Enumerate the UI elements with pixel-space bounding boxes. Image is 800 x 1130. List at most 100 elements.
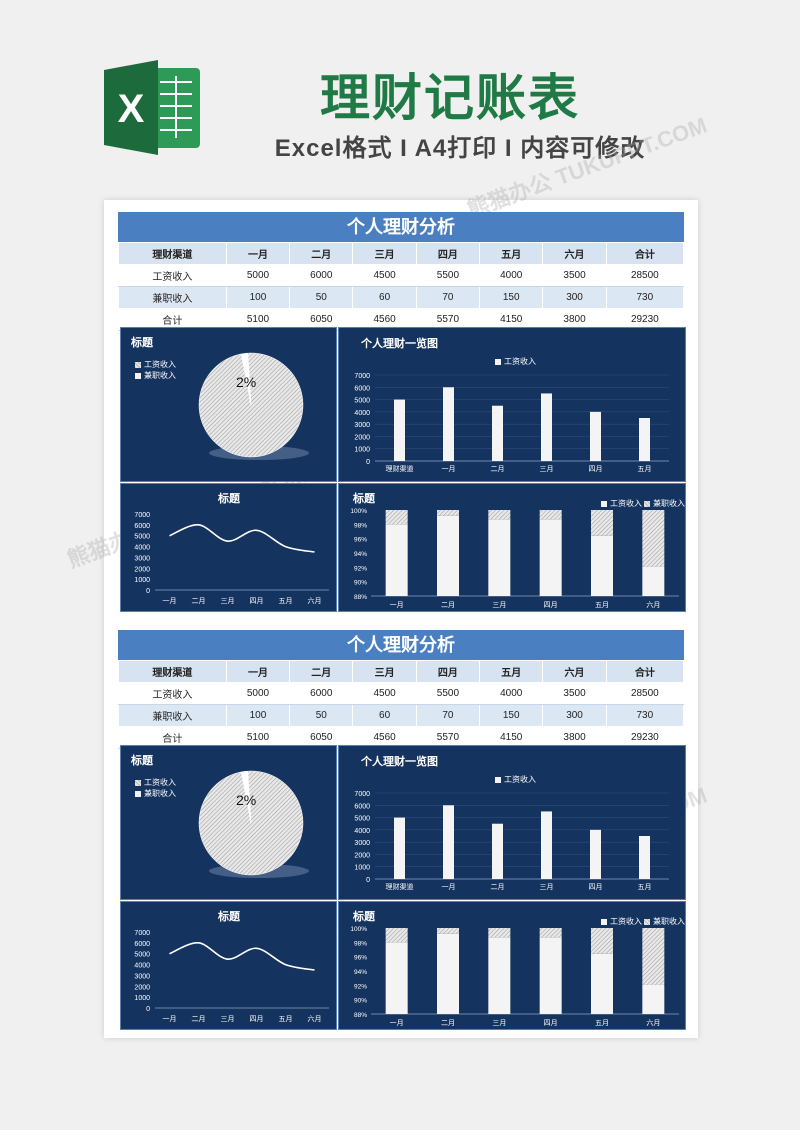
legend-label: 工资收入 <box>504 357 536 366</box>
page-subtitle: Excel格式 I A4打印 I 内容可修改 <box>274 135 646 162</box>
finance-table: 理财渠道 一月 二月 三月 四月 五月 六月 合计 工资收入 5000 6000… <box>118 660 685 749</box>
stacked-bar-segment <box>437 515 459 596</box>
bar <box>541 811 552 879</box>
pie-slice <box>240 352 252 406</box>
pie-chart-panel: 标题 工资收入 兼职收入 2% <box>120 745 337 900</box>
legend-label: 兼职收入 <box>653 499 685 508</box>
legend-swatch <box>495 776 501 783</box>
x-tick-label: 一月 <box>163 597 177 605</box>
stacked-bar-segment <box>539 937 562 1014</box>
stacked-chart-panel: 标题 工资收入 兼职收入 88% 90% 92% 94% 96% 98% 100% 一月 二月 三… <box>338 901 686 1030</box>
table-cell: 70 <box>415 286 481 309</box>
y-tick-label: 2000 <box>134 984 150 991</box>
table-row: 兼职收入 100 50 60 70 150 300 730 <box>118 704 685 727</box>
table-cell: 150 <box>479 704 544 727</box>
pie-data-label: 2% <box>236 792 257 808</box>
table-row: 合计 5100 6050 4560 5570 4150 3800 29230 <box>118 308 685 331</box>
x-tick-label: 三月 <box>492 601 506 609</box>
bar-chart-panel: 个人理财一览图 工资收入 0 1000 2000 3000 4000 5000 6000 70… <box>338 327 686 482</box>
legend-item: 兼职收入 <box>135 370 176 381</box>
series-line <box>169 524 315 553</box>
legend-swatch <box>644 500 650 507</box>
y-tick-label: 88% <box>354 594 367 601</box>
panel-title: 个人理财一览图 <box>361 756 438 768</box>
x-tick-label: 二月 <box>491 465 505 473</box>
bar-chart-panel: 个人理财一览图 工资收入 0 1000 2000 3000 4000 5000 6000 70… <box>338 745 686 900</box>
legend-item: 兼职收入 <box>644 498 685 509</box>
column-header: 三月 <box>352 660 417 683</box>
column-header: 六月 <box>542 660 607 683</box>
table-cell: 300 <box>542 286 607 309</box>
table-cell: 6000 <box>289 264 354 287</box>
panel-title: 个人理财一览图 <box>361 338 438 350</box>
finance-table: 理财渠道 一月 二月 三月 四月 五月 六月 合计 工资收入 5000 6000… <box>118 242 685 331</box>
stacked-bar-segment <box>591 928 613 954</box>
table-cell: 60 <box>352 286 417 309</box>
x-tick-label: 五月 <box>279 1015 293 1023</box>
stacked-bar-segment <box>539 928 562 938</box>
stacked-bar-segment <box>437 510 459 516</box>
y-tick-label: 88% <box>354 1012 367 1019</box>
x-tick-label: 二月 <box>192 597 206 605</box>
stacked-bar-segment <box>385 928 408 943</box>
bar <box>394 817 405 879</box>
stacked-bar-chart: 88% 90% 92% 94% 96% 98% 100% 一月 二月 三月 四月 五月 六月 <box>350 926 679 1027</box>
column-header: 三月 <box>352 242 417 265</box>
legend-label: 兼职收入 <box>144 789 176 798</box>
stacked-bar-segment <box>642 566 665 596</box>
stacked-bar-segment <box>591 535 613 596</box>
bar <box>590 411 601 461</box>
pie-data-label: 2% <box>236 374 257 390</box>
analysis-block: 个人理财分析 理财渠道 一月 二月 三月 四月 五月 六月 合计 工资收入 50… <box>118 630 686 1030</box>
column-header: 六月 <box>542 242 607 265</box>
legend-item: 工资收入 <box>601 498 642 509</box>
stacked-bar-segment <box>437 933 459 1014</box>
page-title: 理财记账表 <box>320 70 580 126</box>
x-tick-label: 二月 <box>491 883 505 891</box>
bar-chart: 0 1000 2000 3000 4000 5000 6000 7000 理财渠道 一月 二月 三月 四… <box>354 373 669 473</box>
x-tick-label: 五月 <box>595 601 609 609</box>
x-tick-label: 二月 <box>441 601 455 609</box>
panel-title: 标题 <box>218 493 240 505</box>
y-tick-label: 6000 <box>354 803 370 810</box>
x-tick-label: 理财渠道 <box>386 464 414 473</box>
pie-slice <box>198 770 304 876</box>
stacked-bar-segment <box>385 524 408 596</box>
stacked-bar-segment <box>488 510 511 520</box>
stacked-bar-segment <box>385 942 408 1014</box>
column-header: 合计 <box>605 660 685 683</box>
y-tick-label: 4000 <box>134 545 150 552</box>
legend-swatch <box>135 361 141 368</box>
column-header: 理财渠道 <box>118 242 227 265</box>
pie-slice <box>240 770 252 824</box>
table-cell: 4500 <box>352 264 417 287</box>
table-cell: 100 <box>225 286 291 309</box>
table-cell: 60 <box>352 704 417 727</box>
y-tick-label: 100% <box>350 508 367 515</box>
table-cell: 3500 <box>542 682 607 705</box>
table-cell: 3500 <box>542 264 607 287</box>
table-cell: 5570 <box>415 308 481 331</box>
x-tick-label: 三月 <box>221 1015 235 1023</box>
y-tick-label: 5000 <box>354 816 370 823</box>
y-tick-label: 6000 <box>134 941 150 948</box>
table-cell: 5500 <box>415 682 481 705</box>
x-tick-label: 三月 <box>540 465 554 473</box>
x-tick-label: 六月 <box>308 1014 322 1023</box>
table-cell: 5500 <box>415 264 481 287</box>
legend-swatch <box>135 372 141 379</box>
bar <box>492 405 503 461</box>
stacked-bar-segment <box>437 928 459 934</box>
line-chart-panel: 标题 0 1000 2000 3000 4000 5000 6000 7000 一月 二月 三月 四月… <box>120 483 337 612</box>
y-tick-label: 94% <box>354 551 367 558</box>
table-cell: 150 <box>479 286 544 309</box>
stacked-chart-panel: 标题 工资收入 兼职收入 88% 90% 92% 94% 96% 98% 100% 一月 二月 三… <box>338 483 686 612</box>
y-tick-label: 6000 <box>354 385 370 392</box>
y-tick-label: 3000 <box>354 422 370 429</box>
legend-swatch <box>135 790 141 797</box>
block-title: 个人理财分析 <box>118 212 684 242</box>
pie-chart <box>198 352 309 460</box>
x-tick-label: 四月 <box>544 1019 558 1027</box>
panel-title: 标题 <box>218 911 240 923</box>
bar <box>443 387 454 461</box>
